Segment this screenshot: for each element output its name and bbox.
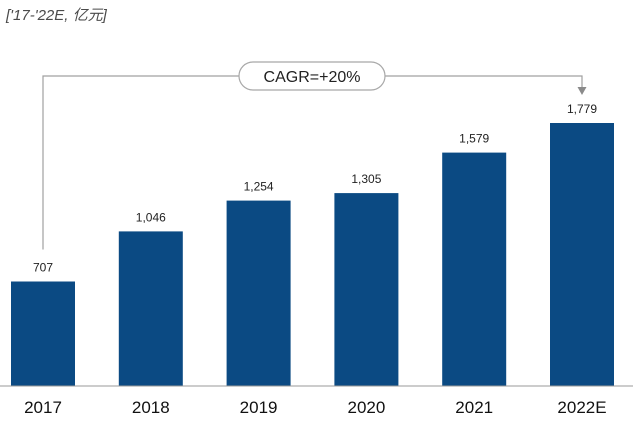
category-label-2022e: 2022E — [557, 398, 606, 417]
cagr-line-right — [385, 75, 583, 89]
category-label-2017: 2017 — [24, 398, 62, 417]
value-label-2018: 1,046 — [136, 210, 166, 224]
cagr-arrowhead — [577, 87, 587, 95]
bar-2022e — [550, 123, 614, 386]
value-label-2019: 1,254 — [244, 180, 274, 194]
bar-2020 — [334, 193, 399, 386]
value-label-2022e: 1,779 — [567, 102, 597, 116]
cagr-text: CAGR=+20% — [264, 69, 361, 86]
value-label-2017: 707 — [33, 261, 53, 275]
category-label-2019: 2019 — [240, 398, 278, 417]
labels: 707 2017 1,046 2018 1,254 2019 1,305 2020 1,579 2… — [24, 102, 607, 417]
value-label-2020: 1,305 — [351, 172, 381, 186]
cagr-pill — [238, 61, 386, 91]
bar-2019 — [226, 200, 291, 386]
bar-2021 — [442, 152, 507, 386]
bar-2017 — [11, 281, 75, 386]
bar-2018 — [118, 231, 183, 386]
bars — [11, 123, 614, 386]
unit-label: ['17-'22E, 亿元] — [6, 7, 107, 24]
category-label-2021: 2021 — [455, 398, 493, 417]
value-label-2021: 1,579 — [459, 132, 489, 146]
cagr-line-left — [42, 75, 239, 250]
category-label-2020: 2020 — [347, 398, 385, 417]
cagr-annotation: CAGR=+20% — [42, 61, 587, 250]
category-label-2018: 2018 — [132, 398, 170, 417]
